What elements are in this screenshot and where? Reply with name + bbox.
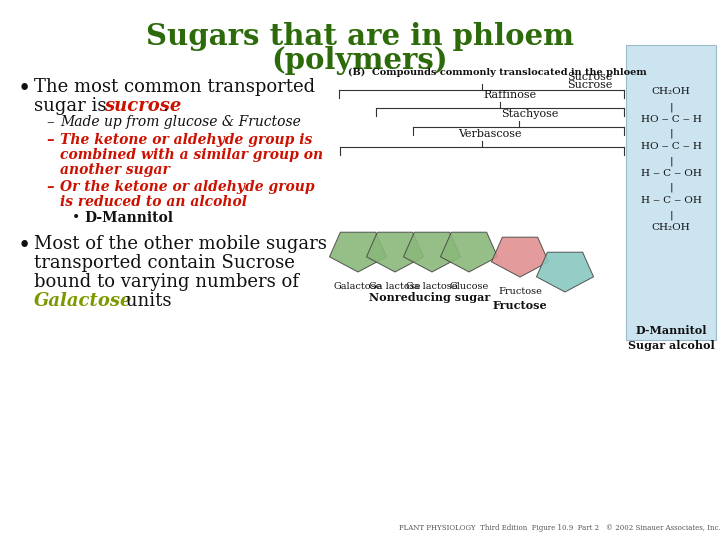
Text: •: • bbox=[72, 211, 80, 225]
Text: –: – bbox=[46, 133, 53, 147]
Text: (B)  Compounds commonly translocated in the phloem: (B) Compounds commonly translocated in t… bbox=[348, 68, 647, 77]
Text: |: | bbox=[669, 183, 672, 192]
Polygon shape bbox=[536, 252, 593, 292]
Text: Sugar alcohol: Sugar alcohol bbox=[628, 340, 714, 351]
Polygon shape bbox=[403, 232, 461, 272]
Text: Fructose: Fructose bbox=[498, 287, 542, 296]
Text: •: • bbox=[18, 235, 31, 257]
Text: Fructose: Fructose bbox=[492, 300, 547, 311]
Text: D-Mannitol: D-Mannitol bbox=[635, 325, 707, 336]
Text: Or the ketone or aldehyde group: Or the ketone or aldehyde group bbox=[60, 180, 315, 194]
Text: HO ‒ C ‒ H: HO ‒ C ‒ H bbox=[641, 115, 701, 124]
Text: combined with a similar group on: combined with a similar group on bbox=[60, 148, 323, 162]
Text: (polymers): (polymers) bbox=[271, 46, 449, 75]
Polygon shape bbox=[366, 232, 423, 272]
Text: |: | bbox=[669, 129, 672, 138]
Text: units: units bbox=[120, 292, 171, 310]
Text: Stachyose: Stachyose bbox=[501, 109, 559, 119]
Text: Ga lactose: Ga lactose bbox=[369, 282, 420, 291]
Text: another sugar: another sugar bbox=[60, 163, 170, 177]
Text: Glucose: Glucose bbox=[449, 282, 489, 291]
Text: HO ‒ C ‒ H: HO ‒ C ‒ H bbox=[641, 142, 701, 151]
Text: sugar is: sugar is bbox=[34, 97, 112, 115]
Polygon shape bbox=[330, 232, 387, 272]
Text: Sugars that are in phloem: Sugars that are in phloem bbox=[146, 22, 574, 51]
Text: –: – bbox=[46, 115, 53, 129]
Text: CH₂OH: CH₂OH bbox=[652, 223, 690, 232]
Text: Ga lactose: Ga lactose bbox=[406, 282, 458, 291]
Text: Most of the other mobile sugars: Most of the other mobile sugars bbox=[34, 235, 327, 253]
Text: Galactose: Galactose bbox=[334, 282, 382, 291]
Text: Galactose: Galactose bbox=[34, 292, 132, 310]
Polygon shape bbox=[492, 237, 549, 277]
Text: –: – bbox=[46, 180, 53, 194]
Text: Sucrose: Sucrose bbox=[567, 72, 613, 82]
Text: |: | bbox=[669, 156, 672, 165]
Text: Raffinose: Raffinose bbox=[483, 90, 536, 100]
Text: •: • bbox=[18, 78, 31, 100]
Text: Nonreducing sugar: Nonreducing sugar bbox=[369, 292, 490, 303]
Text: bound to varying numbers of: bound to varying numbers of bbox=[34, 273, 299, 291]
Text: H ‒ C ‒ OH: H ‒ C ‒ OH bbox=[641, 169, 701, 178]
FancyBboxPatch shape bbox=[626, 45, 716, 340]
Text: CH₂OH: CH₂OH bbox=[652, 87, 690, 96]
Text: Made up from glucose & Fructose: Made up from glucose & Fructose bbox=[60, 115, 301, 129]
Text: The most common transported: The most common transported bbox=[34, 78, 315, 96]
Text: .: . bbox=[162, 97, 168, 115]
Text: is reduced to an alcohol: is reduced to an alcohol bbox=[60, 195, 247, 209]
Text: transported contain Sucrose: transported contain Sucrose bbox=[34, 254, 295, 272]
Text: PLANT PHYSIOLOGY  Third Edition  Figure 10.9  Part 2   © 2002 Sinauer Associates: PLANT PHYSIOLOGY Third Edition Figure 10… bbox=[399, 524, 720, 532]
Text: Verbascose: Verbascose bbox=[458, 129, 522, 139]
Text: H ‒ C ‒ OH: H ‒ C ‒ OH bbox=[641, 196, 701, 205]
Polygon shape bbox=[441, 232, 498, 272]
Text: sucrose: sucrose bbox=[104, 97, 181, 115]
Text: Sucrose: Sucrose bbox=[567, 80, 613, 90]
Text: The ketone or aldehyde group is: The ketone or aldehyde group is bbox=[60, 133, 312, 147]
Text: |: | bbox=[669, 210, 672, 219]
Text: |: | bbox=[669, 102, 672, 111]
Text: D-Mannitol: D-Mannitol bbox=[84, 211, 173, 225]
